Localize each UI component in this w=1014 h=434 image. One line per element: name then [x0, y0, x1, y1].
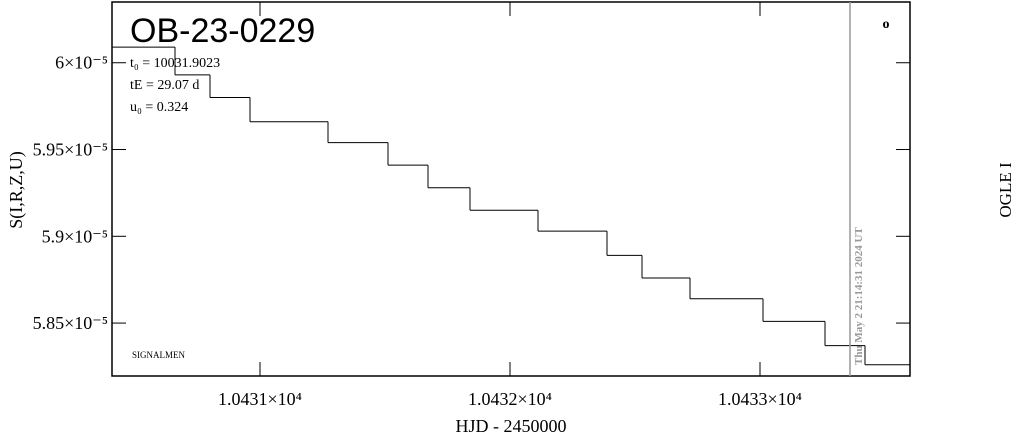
x-tick-label: 1.0433×10⁴ [718, 389, 802, 409]
right-label: OGLE I [996, 162, 1014, 218]
y-tick-label: 5.95×10⁻⁵ [33, 140, 108, 160]
footer: SIGNALMEN [132, 350, 185, 360]
x-axis-label: HJD - 2450000 [456, 416, 567, 434]
corner-mark: o [883, 17, 890, 32]
plot-frame [111, 1, 911, 377]
y-tick-label: 5.9×10⁻⁵ [42, 226, 108, 246]
chart-title: OB-23-0229 [130, 12, 315, 50]
x-tick-label: 1.0431×10⁴ [218, 389, 302, 409]
y-tick-label: 6×10⁻⁵ [55, 53, 108, 73]
y-axis-label: S(I,R,Z,U) [6, 151, 27, 229]
x-tick-label: 1.0432×10⁴ [468, 389, 552, 409]
timestamp: Thu May 2 21:14:31 2024 UT [853, 227, 865, 365]
y-tick-label: 5.85×10⁻⁵ [33, 313, 108, 333]
annotation: u₀ = 0.324 [130, 100, 188, 115]
annotation: tE = 29.07 d [130, 78, 199, 93]
